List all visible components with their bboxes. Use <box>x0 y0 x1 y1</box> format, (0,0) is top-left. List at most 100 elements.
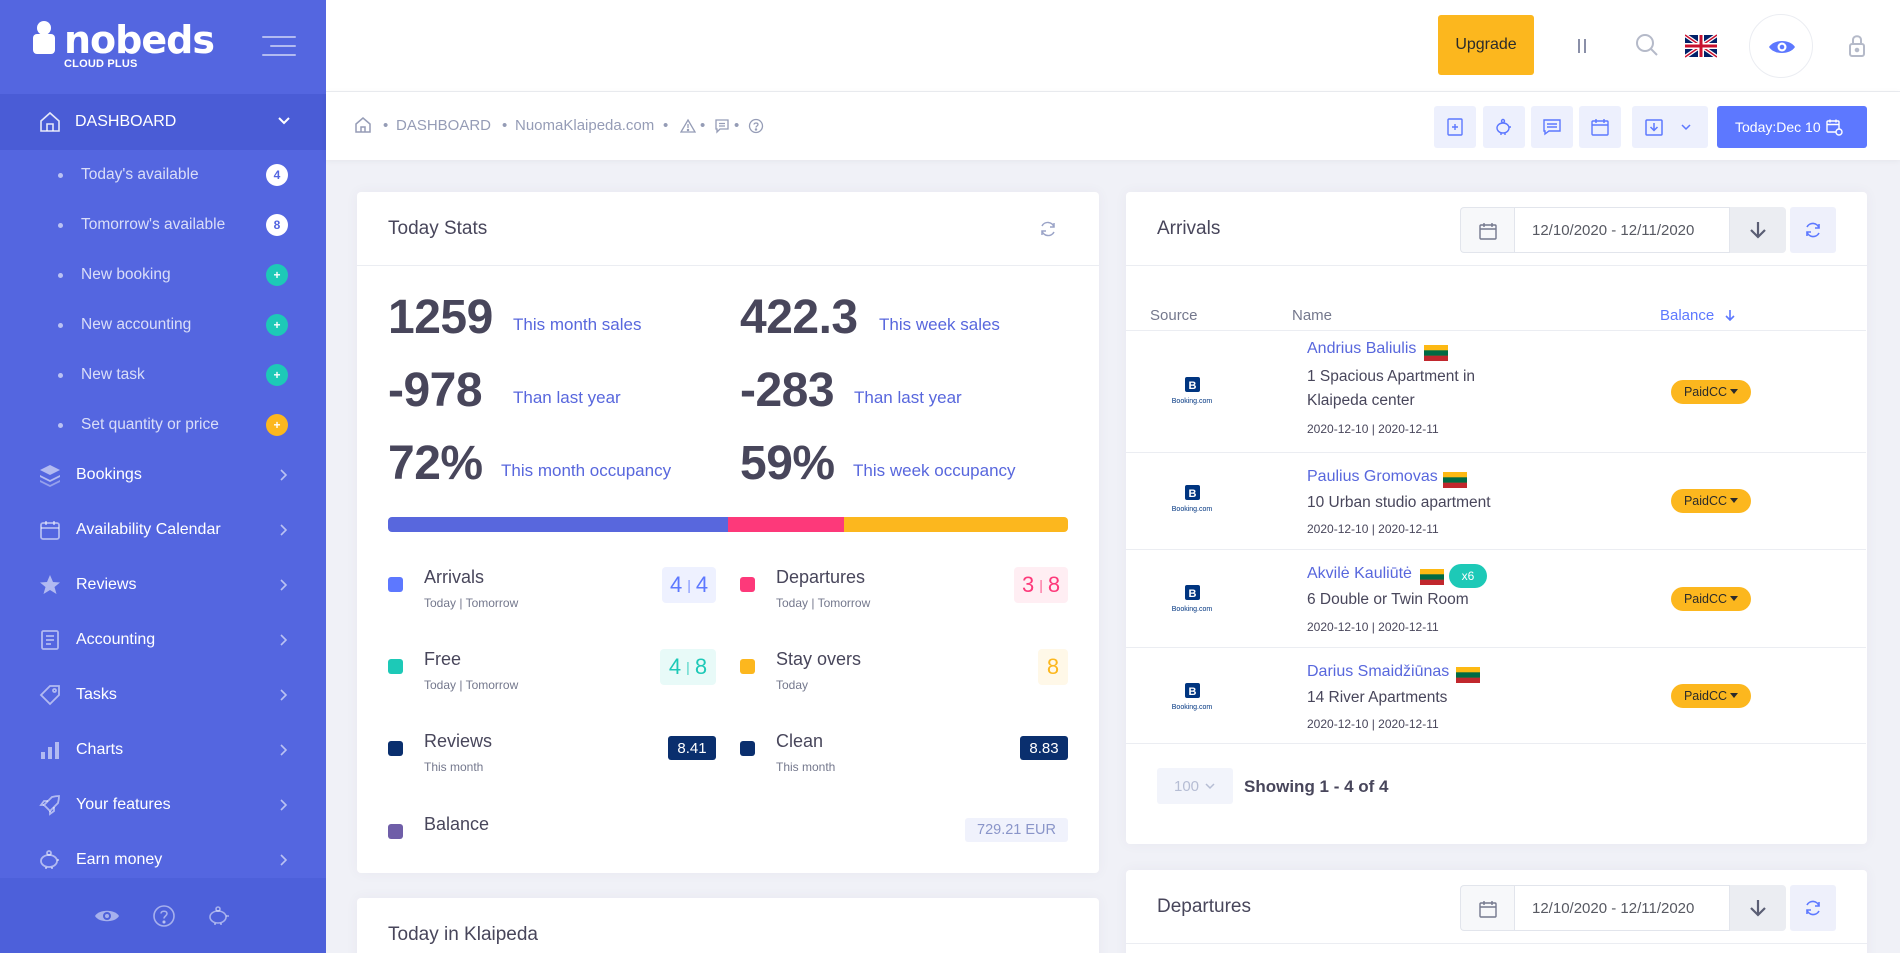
add-document-button[interactable] <box>1434 106 1476 148</box>
table-row: B Booking.com Darius Smaidžiūnas 14 Rive… <box>1126 647 1866 744</box>
stat-value: -978 <box>388 364 483 417</box>
stat-sub: Today | Tomorrow <box>424 678 519 692</box>
sidebar-item-your-features[interactable]: Your features <box>0 777 326 832</box>
payment-status-label: PaidCC <box>1683 689 1728 703</box>
pause-icon[interactable] <box>1562 26 1602 66</box>
submenu-label: New accounting <box>81 316 192 333</box>
piggy-bank-icon[interactable] <box>206 904 232 928</box>
refresh-button[interactable] <box>1790 207 1836 253</box>
stat-pill: 8.83 <box>1020 736 1068 760</box>
bullet <box>58 322 63 328</box>
arrivals-card: Arrivals 12/10/2020 - 12/11/2020 Source … <box>1126 192 1867 844</box>
submenu-new-booking[interactable]: New booking + <box>0 250 326 300</box>
sidebar-item-label: Availability Calendar <box>76 520 221 538</box>
sort-arrow-down-icon <box>1725 310 1735 322</box>
sidebar-item-bookings[interactable]: Bookings <box>0 447 326 502</box>
card-title: Today in Klaipeda <box>388 924 538 945</box>
payment-status-dropdown[interactable]: PaidCC <box>1671 380 1751 404</box>
search-icon[interactable] <box>1628 26 1668 66</box>
breadcrumb-property[interactable]: NuomaKlaipeda.com <box>515 117 655 134</box>
svg-text:B: B <box>1189 686 1197 698</box>
progress-segment <box>728 517 844 532</box>
breadcrumb-dashboard[interactable]: DASHBOARD <box>396 117 492 134</box>
stat-value: 59% <box>740 437 835 490</box>
per-page-select[interactable]: 100 <box>1157 768 1233 804</box>
payment-status-label: PaidCC <box>1683 385 1728 399</box>
stay-dates: 2020-12-10 | 2020-12-11 <box>1307 717 1439 731</box>
messages-button[interactable] <box>1531 106 1573 148</box>
stat-pill: 4 | 4 <box>662 567 716 603</box>
submenu-label: New booking <box>81 266 171 283</box>
submenu-label: Set quantity or price <box>81 416 219 433</box>
payment-status-dropdown[interactable]: PaidCC <box>1671 489 1751 513</box>
sidebar-item-label: Accounting <box>76 630 156 648</box>
svg-text:B: B <box>1189 588 1197 600</box>
calendar-icon <box>1591 119 1609 136</box>
sidebar-item-reviews[interactable]: Reviews <box>0 557 326 612</box>
stat-pill: 8 <box>1038 649 1068 685</box>
sort-down-button[interactable] <box>1730 885 1786 931</box>
comment-icon[interactable] <box>714 118 730 134</box>
date-range-group: 12/10/2020 - 12/11/2020 <box>1460 207 1836 253</box>
piggy-bank-button[interactable] <box>1483 106 1525 148</box>
uk-flag-icon[interactable] <box>1685 30 1717 62</box>
refresh-icon[interactable] <box>1038 219 1058 239</box>
download-dropdown-button[interactable] <box>1632 106 1708 148</box>
calendar-icon <box>1479 901 1497 918</box>
help-icon[interactable] <box>748 118 764 134</box>
eye-icon[interactable] <box>94 904 120 928</box>
tag-icon <box>39 685 60 706</box>
guest-name-link[interactable]: Akvilė Kauliūtė <box>1307 565 1412 582</box>
submenu-label: Tomorrow's available <box>81 216 226 233</box>
departures-card: Departures 12/10/2020 - 12/11/2020 <box>1126 870 1867 953</box>
calendar-addon[interactable] <box>1460 207 1514 253</box>
svg-text:Booking.com: Booking.com <box>1172 398 1213 405</box>
payment-status-dropdown[interactable]: PaidCC <box>1671 587 1751 611</box>
sidebar-item-earn-money[interactable]: Earn money <box>0 832 326 887</box>
date-range-input[interactable]: 12/10/2020 - 12/11/2020 <box>1514 207 1730 253</box>
submenu-new-task[interactable]: New task + <box>0 350 326 400</box>
chevron-right-icon <box>280 799 288 811</box>
column-balance[interactable]: Balance <box>1660 307 1736 324</box>
menu-toggle-icon[interactable] <box>262 34 296 58</box>
date-range-input[interactable]: 12/10/2020 - 12/11/2020 <box>1514 885 1730 931</box>
warning-icon[interactable] <box>680 118 696 134</box>
guest-name-link[interactable]: Paulius Gromovas <box>1307 468 1438 485</box>
arrow-down-icon <box>1750 900 1766 917</box>
pill-separator: | <box>686 659 690 675</box>
sidebar-item-availability-calendar[interactable]: Availability Calendar <box>0 502 326 557</box>
bullet <box>58 222 63 228</box>
guest-name-link[interactable]: Darius Smaidžiūnas <box>1307 663 1450 680</box>
home-icon[interactable] <box>354 116 372 134</box>
stat-name: Free <box>424 649 462 669</box>
legend-swatch <box>740 741 755 756</box>
submenu-new-accounting[interactable]: New accounting + <box>0 300 326 350</box>
stat-sub: This month <box>424 760 484 774</box>
calendar-addon[interactable] <box>1460 885 1514 931</box>
bullet <box>58 422 63 428</box>
stay-dates: 2020-12-10 | 2020-12-11 <box>1307 620 1439 634</box>
submenu-todays-available[interactable]: Today's available 4 <box>0 150 326 200</box>
calendar-button[interactable] <box>1579 106 1621 148</box>
preview-button[interactable] <box>1749 14 1813 78</box>
table-row: B Booking.com Akvilė Kauliūtė x6 6 Doubl… <box>1126 549 1866 647</box>
help-icon[interactable] <box>151 904 177 928</box>
stat-pill: 3 | 8 <box>1014 567 1068 603</box>
guest-name-link[interactable]: Andrius Baliulis <box>1307 340 1417 357</box>
room-name: 14 River Apartments <box>1307 689 1448 706</box>
submenu-set-quantity-price[interactable]: Set quantity or price + <box>0 400 326 450</box>
sidebar-item-accounting[interactable]: Accounting <box>0 612 326 667</box>
submenu-label: New task <box>81 366 145 383</box>
today-date-button[interactable]: Today: Dec 10 <box>1717 106 1867 148</box>
submenu-tomorrows-available[interactable]: Tomorrow's available 8 <box>0 200 326 250</box>
payment-status-dropdown[interactable]: PaidCC <box>1671 684 1751 708</box>
lock-icon[interactable] <box>1837 26 1877 66</box>
sidebar-item-tasks[interactable]: Tasks <box>0 667 326 722</box>
upgrade-button[interactable]: Upgrade <box>1438 15 1534 75</box>
sidebar-item-charts[interactable]: Charts <box>0 722 326 777</box>
refresh-button[interactable] <box>1790 885 1836 931</box>
nav-dashboard[interactable]: DASHBOARD <box>0 94 326 150</box>
stat-departures: Departures Today | Tomorrow 3 | 8 <box>740 567 1070 627</box>
chevron-right-icon <box>280 689 288 701</box>
sort-down-button[interactable] <box>1730 207 1786 253</box>
